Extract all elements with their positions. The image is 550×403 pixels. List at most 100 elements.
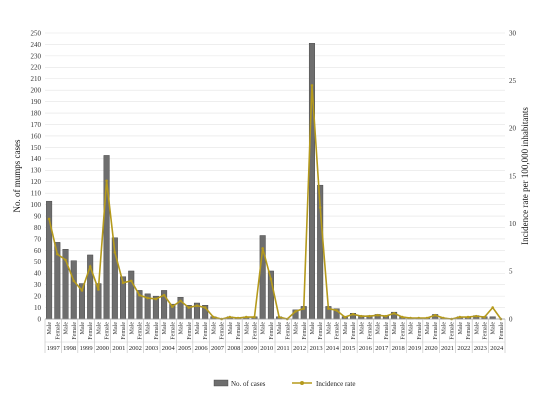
category-label: Male (343, 322, 349, 335)
category-label: Female (417, 322, 423, 340)
category-label: Male (474, 322, 480, 335)
incidence-series-line (48, 85, 502, 320)
category-label: Female (269, 322, 275, 340)
y2-tick-label: 15 (509, 172, 517, 180)
case-bars (46, 43, 496, 320)
incidence-point-39 (359, 314, 363, 318)
incidence-point-7 (97, 288, 100, 291)
incidence-point-29 (277, 315, 281, 319)
year-label: 2014 (326, 345, 340, 352)
year-label: 2013 (310, 345, 323, 352)
category-label: Male (228, 322, 234, 335)
y-tick-label: 150 (31, 144, 42, 152)
year-label: 2012 (293, 345, 306, 352)
incidence-point-19 (195, 304, 199, 307)
incidence-point-2 (56, 252, 59, 256)
incidence-point-26 (253, 315, 256, 319)
category-label: Female (236, 322, 242, 340)
year-label: 2009 (244, 345, 257, 352)
legend: No. of cases Incidence rate (213, 379, 355, 388)
incidence-point-38 (351, 312, 355, 316)
year-label: 2024 (490, 345, 504, 352)
y-tick-label: 220 (31, 64, 42, 72)
category-label: Female (335, 322, 341, 340)
category-label: Female (318, 322, 324, 340)
incidence-point-36 (335, 309, 338, 312)
year-label: 2021 (441, 345, 454, 352)
year-label: 2001 (112, 345, 125, 352)
year-label: 2016 (359, 345, 373, 352)
y-tick-label: 210 (31, 75, 42, 83)
y2-tick-label: 30 (509, 29, 517, 37)
incidence-point-25 (244, 315, 248, 319)
y-tick-label: 60 (34, 247, 42, 255)
year-label: 2015 (342, 345, 355, 352)
incidence-point-53 (474, 314, 478, 318)
year-label: 2004 (162, 345, 176, 352)
incidence-point-21 (212, 315, 215, 319)
category-label: Female (285, 322, 291, 340)
y-tick-label: 40 (34, 270, 42, 278)
year-label: 1997 (47, 345, 61, 352)
category-label: Female (154, 322, 160, 340)
category-label: Male (294, 322, 300, 335)
y-tick-label: 10 (34, 304, 42, 312)
category-label: Male (261, 322, 267, 335)
category-label: Female (450, 322, 456, 340)
category-label: Male (359, 322, 365, 335)
category-label: Male (441, 322, 447, 335)
year-label: 2003 (145, 345, 158, 352)
y-tick-label: 190 (31, 98, 42, 106)
category-label: Male (146, 322, 152, 335)
y2-tick-label: 5 (509, 268, 513, 276)
incidence-point-8 (105, 179, 108, 183)
year-label: 2010 (260, 345, 273, 352)
y-tick-label: 120 (31, 178, 42, 186)
incidence-point-1 (47, 217, 51, 221)
year-label: 2019 (408, 345, 421, 352)
incidence-point-4 (72, 279, 76, 283)
incidence-point-28 (269, 277, 273, 281)
category-label: Male (244, 322, 250, 335)
year-label: 2011 (277, 345, 290, 352)
incidence-point-37 (343, 315, 347, 319)
incidence-point-17 (179, 299, 182, 303)
category-label: Male (47, 322, 53, 335)
legend-marker-incidence (300, 381, 304, 385)
y-tick-label: 240 (31, 41, 42, 49)
incidence-point-34 (318, 206, 322, 209)
y-tick-label: 160 (31, 132, 42, 140)
category-label: Female (187, 322, 193, 340)
incidence-point-32 (302, 307, 306, 310)
category-label: Female (121, 322, 127, 340)
bar-11 (128, 270, 135, 320)
category-label: Female (203, 322, 209, 340)
category-label: Female (400, 322, 406, 340)
category-label: Female (72, 322, 78, 340)
gridlines (45, 32, 505, 320)
axes: 0102030405060708090100110120130140150160… (31, 29, 517, 323)
incidence-point-13 (146, 296, 149, 300)
category-label: Male (376, 322, 382, 335)
y-tick-label: 230 (31, 52, 42, 60)
incidence-line (47, 84, 503, 321)
category-label: Male (425, 322, 431, 335)
incidence-point-14 (154, 297, 158, 301)
year-label: 2018 (392, 345, 405, 352)
category-label: Male (326, 322, 332, 335)
legend-label-incidence: Incidence rate (316, 380, 355, 388)
incidence-point-41 (376, 313, 379, 317)
incidence-point-9 (113, 250, 117, 254)
y-tick-label: 110 (31, 190, 42, 198)
y-tick-label: 140 (31, 155, 42, 163)
legend-label-cases: No. of cases (231, 380, 266, 388)
y-axis-title: No. of mumps cases (12, 139, 22, 212)
category-label: Male (179, 322, 185, 335)
incidence-point-5 (80, 289, 84, 292)
category-label: Female (170, 322, 176, 340)
year-label: 2008 (227, 345, 240, 352)
incidence-point-31 (294, 310, 297, 313)
incidence-point-3 (64, 258, 67, 262)
category-label: Male (211, 322, 217, 335)
y2-tick-label: 10 (509, 220, 517, 228)
